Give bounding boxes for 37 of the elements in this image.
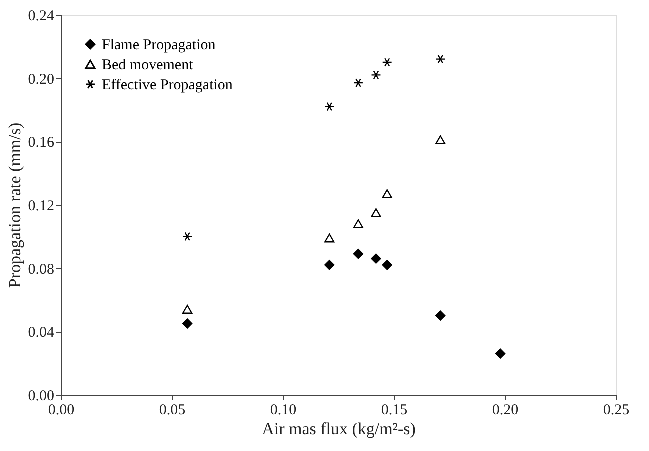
x-tick-label: 0.15 <box>381 402 408 418</box>
point <box>436 54 446 64</box>
legend-label: Bed movement <box>102 58 194 74</box>
x-tick-label: 0.25 <box>603 402 630 418</box>
x-tick-label: 0.20 <box>492 402 519 418</box>
legend-label: Flame Propagation <box>102 38 216 54</box>
y-tick-label: 0.04 <box>28 325 55 342</box>
point <box>353 220 364 228</box>
y-axis-title: Propagation rate (mm/s) <box>5 122 24 288</box>
y-tick-label: 0.16 <box>28 135 55 152</box>
y-tick-label: 0.12 <box>28 198 54 214</box>
point <box>182 232 193 242</box>
point <box>324 260 335 270</box>
point <box>353 78 364 88</box>
point <box>382 58 392 67</box>
x-axis-title: Air mas flux (kg/m²-s) <box>262 420 416 438</box>
point <box>371 254 382 264</box>
point <box>371 208 382 218</box>
legend-label: Effective Propagation <box>102 78 234 94</box>
y-tick-label: 0.08 <box>28 262 54 278</box>
y-tick-label: 0.24 <box>28 8 55 24</box>
point <box>324 234 335 243</box>
y-tick-label: 0.20 <box>28 72 54 88</box>
point <box>382 260 392 270</box>
point <box>436 310 446 321</box>
point <box>495 348 506 359</box>
point <box>182 318 193 329</box>
x-tick-label: 0.10 <box>270 402 297 418</box>
point <box>353 249 364 260</box>
y-tick-label: 0.00 <box>28 388 54 404</box>
x-tick-label: 0.05 <box>159 402 186 418</box>
point <box>436 136 446 145</box>
point <box>382 189 392 198</box>
point <box>324 102 335 112</box>
point <box>182 305 193 314</box>
x-tick-label: 0.00 <box>48 402 75 418</box>
point <box>371 70 382 80</box>
